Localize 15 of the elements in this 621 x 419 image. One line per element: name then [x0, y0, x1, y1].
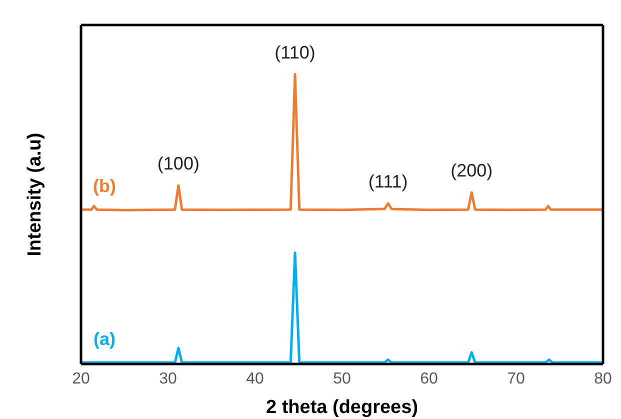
x-axis-title: 2 theta (degrees) [266, 397, 418, 418]
x-tick-label: 80 [594, 370, 612, 388]
x-tick-label: 20 [72, 370, 90, 388]
x-tick-label: 50 [333, 370, 351, 388]
series-label: (a) [93, 329, 116, 350]
series-label: (b) [93, 176, 116, 196]
x-tick-label: 40 [246, 370, 264, 388]
y-axis-title: Intensity (a.u) [24, 132, 46, 256]
x-tick-label: 60 [420, 370, 438, 388]
x-tick-label: 30 [159, 370, 177, 388]
annotation: (111) [368, 171, 408, 192]
annotation: (110) [274, 42, 316, 62]
annotation: (100) [157, 154, 200, 174]
annotation: (200) [450, 160, 493, 180]
x-tick-label: 70 [507, 370, 525, 388]
